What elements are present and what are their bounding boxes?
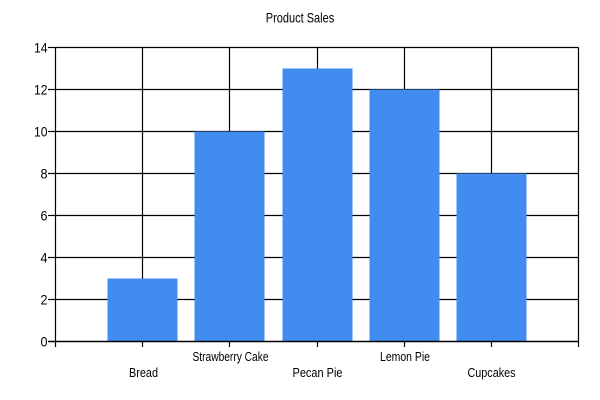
svg-text:12: 12: [34, 82, 48, 98]
svg-text:Lemon Pie: Lemon Pie: [380, 350, 430, 364]
svg-text:Strawberry Cake: Strawberry Cake: [193, 350, 269, 364]
svg-text:6: 6: [41, 208, 48, 224]
svg-text:2: 2: [41, 292, 48, 308]
svg-text:Product Sales: Product Sales: [266, 10, 335, 26]
svg-text:Bread: Bread: [129, 366, 158, 380]
svg-text:8: 8: [41, 166, 48, 182]
svg-text:0: 0: [41, 334, 48, 350]
svg-text:4: 4: [41, 250, 48, 266]
svg-text:Pecan Pie: Pecan Pie: [293, 366, 343, 380]
svg-text:Cupcakes: Cupcakes: [468, 366, 516, 380]
svg-text:10: 10: [34, 124, 48, 140]
svg-text:14: 14: [34, 40, 48, 56]
